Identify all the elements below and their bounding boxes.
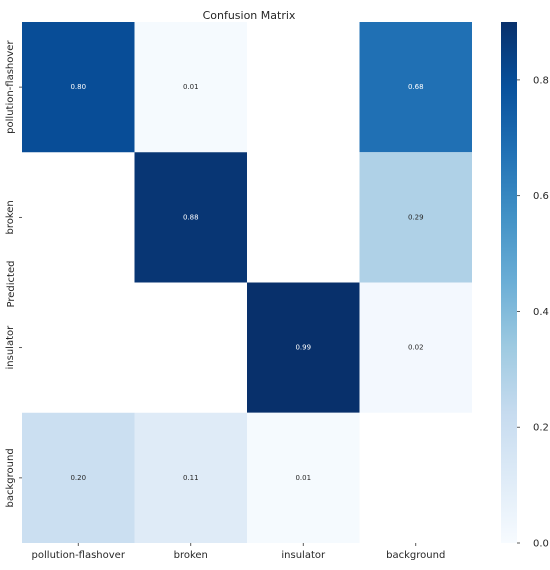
y-tick-label-insulator: insulator — [5, 325, 16, 370]
colorbar-tick-label: 0.2 — [533, 423, 549, 434]
cell-value-label: 0.68 — [408, 83, 424, 91]
x-tick-label-pollution-flashover: pollution-flashover — [32, 550, 126, 561]
cell-value-label: 0.01 — [295, 474, 311, 482]
colorbar-tick-label: 0.0 — [533, 539, 549, 550]
colorbar-tick-label: 0.4 — [533, 307, 549, 318]
cell-value-label: 0.88 — [183, 213, 199, 221]
x-tick-label-broken: broken — [174, 550, 208, 561]
cell-pollution-flashover-background — [359, 22, 472, 153]
cell-value-label: 0.20 — [70, 474, 86, 482]
cell-value-label: 0.02 — [408, 344, 424, 352]
cell-value-label: 0.11 — [183, 474, 199, 482]
cell-insulator-insulator — [247, 282, 360, 413]
cell-value-label: 0.80 — [70, 83, 86, 91]
colorbar-tick-label: 0.8 — [533, 75, 549, 86]
heatmap-cells — [22, 22, 472, 543]
cell-background-insulator — [247, 412, 360, 543]
y-axis-label: Predicted — [6, 261, 17, 308]
x-tick-label-background: background — [386, 550, 445, 561]
colorbar: 0.0 0.2 0.4 0.6 0.8 — [501, 22, 549, 550]
x-tick-label-insulator: insulator — [281, 550, 326, 561]
cell-insulator-background — [359, 282, 472, 413]
chart-title: Confusion Matrix — [203, 9, 296, 22]
cell-value-label: 0.29 — [408, 213, 424, 221]
heatmap-cell-labels: 0.80 0.01 0.68 0.88 0.29 0.99 0.02 0.20 0.11 0.01 — [70, 83, 423, 482]
y-axis-ticks: pollution-flashover broken insulator backgr… — [5, 40, 22, 507]
x-axis-ticks: pollution-flashover broken insulator backgr… — [32, 543, 445, 561]
cell-background-pollution-flashover — [22, 412, 135, 543]
cell-broken-background — [359, 152, 472, 283]
y-tick-label-broken: broken — [5, 200, 16, 234]
colorbar-gradient — [501, 22, 517, 543]
cell-background-broken — [134, 412, 247, 543]
cell-pollution-flashover-broken — [134, 22, 247, 153]
cell-value-label: 0.01 — [183, 83, 199, 91]
cell-value-label: 0.99 — [295, 344, 311, 352]
colorbar-tick-label: 0.6 — [533, 191, 549, 202]
cell-pollution-flashover-pollution-flashover — [22, 22, 135, 153]
y-tick-label-pollution-flashover: pollution-flashover — [5, 40, 16, 134]
y-tick-label-background: background — [5, 448, 16, 507]
cell-broken-broken — [134, 152, 247, 283]
